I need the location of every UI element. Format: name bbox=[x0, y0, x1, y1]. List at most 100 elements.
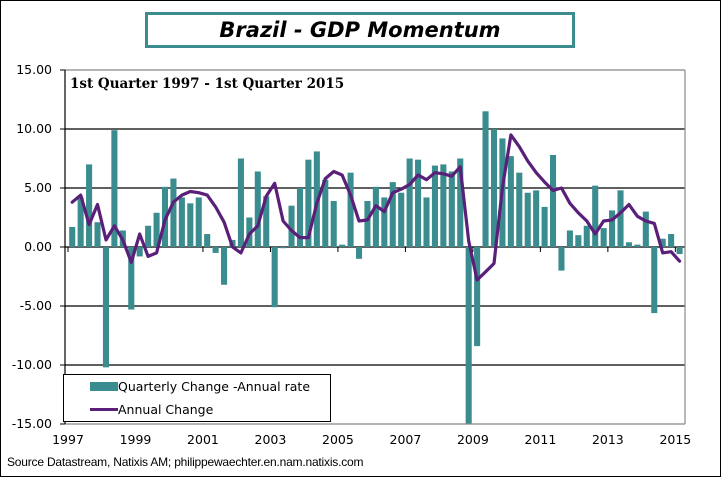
bar bbox=[583, 225, 590, 247]
legend-bar-swatch bbox=[90, 382, 118, 391]
y-tick-label: 15.00 bbox=[16, 62, 52, 77]
bar bbox=[263, 196, 270, 247]
bar bbox=[296, 188, 304, 247]
bar bbox=[482, 111, 489, 247]
chart-subtitle: 1st Quarter 1997 - 1st Quarter 2015 bbox=[70, 76, 345, 92]
bar bbox=[102, 247, 109, 368]
x-tick-label: 2009 bbox=[457, 432, 489, 447]
bar bbox=[558, 247, 565, 271]
bar bbox=[406, 158, 413, 247]
source-note: Source Datastream, Natixis AM; philippew… bbox=[7, 455, 364, 469]
bar bbox=[575, 235, 582, 247]
bar bbox=[280, 247, 287, 249]
bar bbox=[94, 222, 101, 247]
bar bbox=[339, 244, 346, 247]
bar bbox=[77, 197, 84, 247]
bar bbox=[170, 178, 177, 247]
bar bbox=[187, 203, 194, 247]
bar bbox=[322, 179, 329, 247]
bar bbox=[305, 159, 312, 247]
bar bbox=[541, 206, 548, 247]
bar bbox=[288, 205, 295, 247]
bar bbox=[364, 200, 371, 247]
bar bbox=[516, 172, 523, 247]
bar bbox=[431, 165, 438, 247]
y-tick-labels: 15.00 10.00 5.00 0.00 -5.00 -10.00 -15.00 bbox=[12, 62, 52, 431]
legend-item-line: Annual Change bbox=[64, 402, 213, 417]
bar bbox=[617, 190, 624, 247]
legend-line-swatch bbox=[90, 408, 118, 411]
x-tick-label: 2003 bbox=[255, 432, 287, 447]
y-tick-label: 5.00 bbox=[24, 180, 52, 195]
bar bbox=[136, 247, 143, 257]
bar bbox=[440, 164, 447, 247]
annual-change-line bbox=[70, 133, 682, 282]
x-tick-label: 2007 bbox=[390, 432, 422, 447]
legend-label-line: Annual Change bbox=[118, 402, 214, 417]
bar bbox=[195, 197, 202, 247]
bar bbox=[668, 234, 675, 247]
x-tick-label: 1999 bbox=[120, 432, 152, 447]
bar bbox=[659, 238, 666, 247]
bar bbox=[642, 211, 649, 247]
bar bbox=[549, 154, 557, 247]
chart-title: Brazil - GDP Momentum bbox=[219, 18, 501, 42]
bar bbox=[69, 226, 76, 247]
bar bbox=[221, 247, 228, 285]
bar bbox=[457, 158, 464, 247]
x-tick-label: 2011 bbox=[524, 432, 556, 447]
bar bbox=[347, 172, 354, 247]
bar bbox=[398, 192, 405, 247]
y-tick-label: -10.00 bbox=[12, 357, 52, 372]
bar bbox=[566, 230, 573, 247]
x-tick-label: 1997 bbox=[52, 432, 84, 447]
y-tick-label: -5.00 bbox=[20, 298, 52, 313]
bar bbox=[592, 185, 599, 247]
bar bbox=[423, 197, 430, 247]
x-tick-label: 2013 bbox=[592, 432, 624, 447]
bar bbox=[507, 156, 514, 247]
y-tick-label: 10.00 bbox=[16, 121, 52, 136]
bar bbox=[600, 228, 607, 247]
bar bbox=[676, 247, 683, 255]
bar bbox=[381, 197, 388, 247]
legend-label-bars: Quarterly Change -Annual rate bbox=[118, 379, 311, 394]
bar bbox=[178, 197, 185, 247]
bar bbox=[355, 247, 363, 259]
bar bbox=[625, 242, 632, 247]
bar bbox=[86, 164, 93, 247]
y-tick-label: -15.00 bbox=[12, 416, 52, 431]
title-box: Brazil - GDP Momentum bbox=[145, 12, 575, 48]
bar bbox=[237, 158, 244, 247]
bar bbox=[524, 192, 531, 247]
bar bbox=[153, 212, 160, 247]
y-tick-label: 0.00 bbox=[24, 239, 52, 254]
legend: Quarterly Change -Annual rate Annual Cha… bbox=[63, 374, 331, 422]
x-tick-label: 2015 bbox=[659, 432, 691, 447]
bar bbox=[330, 200, 337, 247]
bar bbox=[204, 234, 211, 247]
bar bbox=[651, 247, 658, 314]
bar bbox=[609, 210, 616, 247]
bar bbox=[415, 159, 422, 247]
bar bbox=[465, 247, 472, 424]
bar bbox=[128, 247, 135, 310]
bar bbox=[474, 247, 481, 347]
x-tick-label: 2001 bbox=[187, 432, 219, 447]
bar bbox=[254, 171, 261, 247]
bar bbox=[271, 247, 278, 308]
axes bbox=[60, 69, 686, 425]
bar bbox=[533, 190, 540, 247]
bar bbox=[634, 244, 641, 247]
bar bbox=[389, 182, 396, 247]
bar bbox=[145, 225, 152, 247]
legend-item-bars: Quarterly Change -Annual rate bbox=[64, 379, 310, 394]
bar bbox=[111, 130, 118, 247]
x-tick-label: 2005 bbox=[322, 432, 354, 447]
x-tick-labels: 1997 1999 2001 2003 2005 2007 2009 2011 2013 2015 bbox=[52, 432, 691, 447]
bar bbox=[372, 186, 379, 247]
line-series bbox=[70, 133, 682, 282]
bar bbox=[212, 247, 219, 253]
bar bbox=[490, 129, 498, 247]
